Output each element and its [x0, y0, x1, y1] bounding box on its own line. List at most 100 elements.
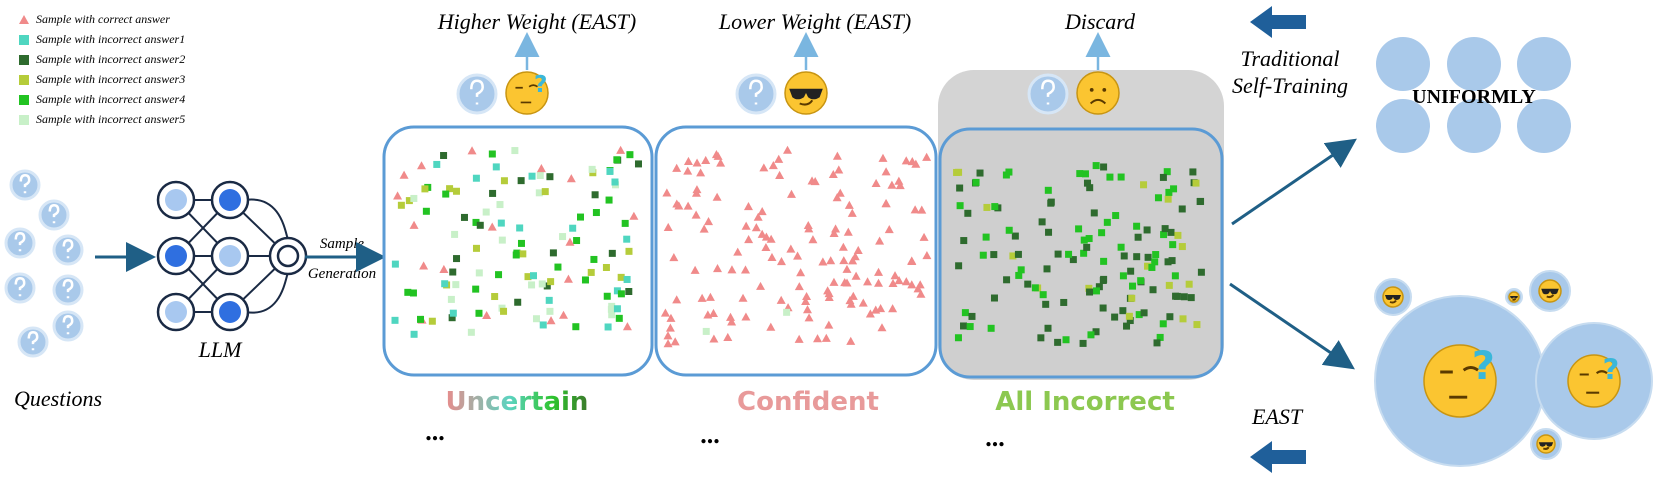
sample-point [1062, 336, 1070, 344]
sample-point [665, 323, 675, 332]
sample-point [497, 219, 505, 227]
sample-point [1031, 284, 1039, 292]
legend-label: Sample with incorrect answer4 [36, 92, 185, 106]
sample-point [1125, 312, 1133, 320]
sample-point [794, 334, 804, 343]
sample-point [617, 290, 625, 298]
sample-point [391, 316, 399, 324]
sample-point [672, 199, 682, 208]
sample-point [1148, 263, 1156, 271]
sample-point [751, 223, 761, 232]
sample-point [536, 164, 546, 173]
sample-point [536, 171, 544, 179]
uniform-circle [1447, 37, 1501, 91]
sample-point [1111, 313, 1119, 321]
sample-point [417, 161, 427, 170]
sample-point [511, 147, 519, 155]
sample-point [602, 263, 610, 271]
sample-point [767, 252, 777, 262]
sample-point [617, 273, 625, 281]
sample-point [910, 205, 920, 214]
sample-point [954, 334, 962, 342]
emoji-mouth [799, 99, 814, 106]
sample-point [1099, 304, 1107, 312]
sample-point [559, 233, 567, 241]
node-core [219, 301, 241, 323]
sample-point [708, 308, 718, 317]
sample-point [1095, 283, 1103, 291]
sample-point [1164, 195, 1172, 203]
sample-point [1083, 243, 1091, 251]
sample-point [832, 151, 842, 160]
sample-point [663, 222, 673, 232]
weight-label: Higher Weight (EAST) [437, 9, 636, 34]
uncertain-label: Uncertain [446, 387, 589, 417]
sample-point [702, 327, 710, 335]
emoji-brows [1579, 370, 1608, 376]
emoji-glasses [1385, 295, 1401, 300]
sample-point [517, 239, 525, 247]
sample-point [1011, 232, 1019, 240]
uniform-circles [1376, 37, 1571, 153]
sample-point [440, 152, 448, 160]
sample-point [472, 244, 480, 252]
sample-point [832, 193, 842, 202]
sample-points [391, 145, 1205, 348]
sample-point [796, 268, 806, 277]
sample-point [1003, 276, 1011, 284]
sample-point [1038, 218, 1046, 226]
sample-point [1160, 231, 1168, 239]
sample-point [726, 312, 736, 321]
sample-point [629, 211, 639, 220]
sample-point [807, 176, 817, 185]
arrow [1231, 138, 1357, 226]
question-mark [48, 203, 60, 224]
sample-point [1128, 294, 1136, 302]
sample-point [1168, 257, 1176, 265]
sample-point [1192, 179, 1200, 187]
sample-point [1127, 267, 1135, 275]
sample-point [447, 295, 455, 303]
sample-point [1044, 324, 1052, 332]
emoji-question: ? [1472, 343, 1495, 389]
legend-marker [19, 115, 29, 125]
sample-point [972, 178, 980, 186]
sample-point [793, 251, 803, 260]
sample-point [713, 263, 723, 273]
sample-point [875, 236, 885, 245]
question-mark [62, 314, 74, 335]
sample-point [881, 167, 891, 176]
sample-point [976, 169, 984, 177]
sample-point [888, 278, 898, 288]
sample-point [876, 304, 886, 313]
uniform-circle [1376, 37, 1430, 91]
node-core [165, 301, 187, 323]
sample-point [916, 289, 926, 298]
sample-point [1014, 250, 1022, 258]
sample-point [1100, 257, 1108, 265]
sample-point [1135, 311, 1143, 319]
sample-point [1092, 162, 1100, 170]
sample-point [865, 309, 875, 318]
sample-point [1103, 218, 1111, 226]
sample-point [1083, 179, 1091, 187]
sample-point [1092, 328, 1100, 336]
sample-point [956, 184, 964, 192]
sample-point [1092, 287, 1100, 295]
sample-point [766, 234, 776, 243]
sample-point [1100, 163, 1108, 171]
sample-point [1134, 233, 1142, 241]
sample-point [491, 293, 499, 301]
sample-point [448, 314, 456, 322]
sample-point [1081, 170, 1089, 178]
sample-point [961, 309, 969, 317]
sample-point [452, 187, 460, 195]
sample-point [577, 213, 585, 221]
sample-point [753, 212, 763, 221]
sample-point [691, 210, 701, 219]
sample-point [1126, 317, 1134, 325]
sample-point [824, 320, 834, 329]
sample-point [449, 268, 457, 276]
node-core [219, 245, 241, 267]
sample-point [858, 298, 868, 307]
